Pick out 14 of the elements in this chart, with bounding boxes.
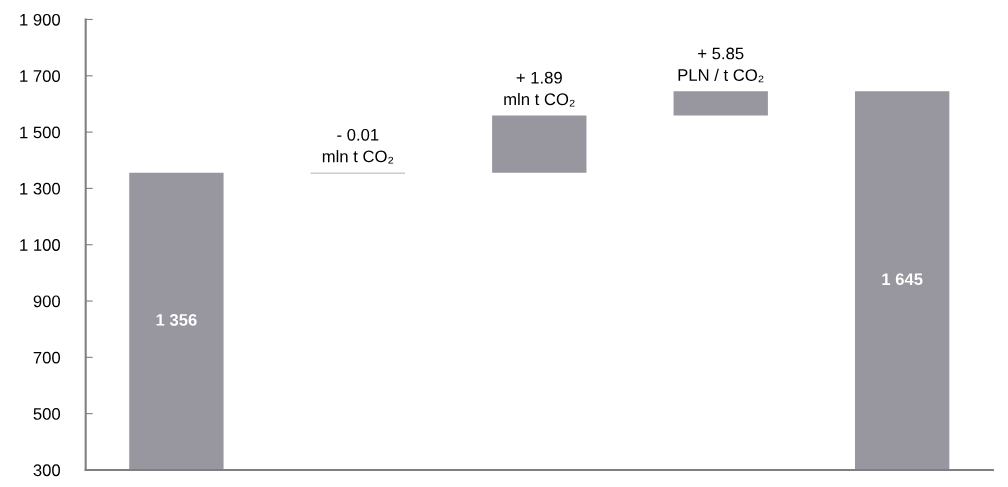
- y-tick-label: 1 100: [20, 239, 61, 251]
- y-tick-label: 1 900: [20, 13, 61, 26]
- data-label: 1 645: [882, 273, 923, 286]
- y-tick-label: 900: [33, 295, 61, 308]
- data-label: 1 356: [156, 313, 197, 326]
- y-tick-label: 700: [33, 351, 61, 364]
- y-tick-label: 1 300: [20, 182, 61, 195]
- y-tick-label: 300: [33, 464, 61, 477]
- annotation: + 1.89 mln t CO₂: [504, 71, 575, 107]
- y-tick-label: 1 500: [20, 126, 61, 139]
- y-tick-label: 500: [33, 408, 61, 420]
- y-tick-label: 1 700: [20, 70, 61, 82]
- annotation: + 5.85 PLN / t CO₂: [678, 47, 764, 83]
- annotation: - 0.01 mln t CO₂: [322, 128, 394, 164]
